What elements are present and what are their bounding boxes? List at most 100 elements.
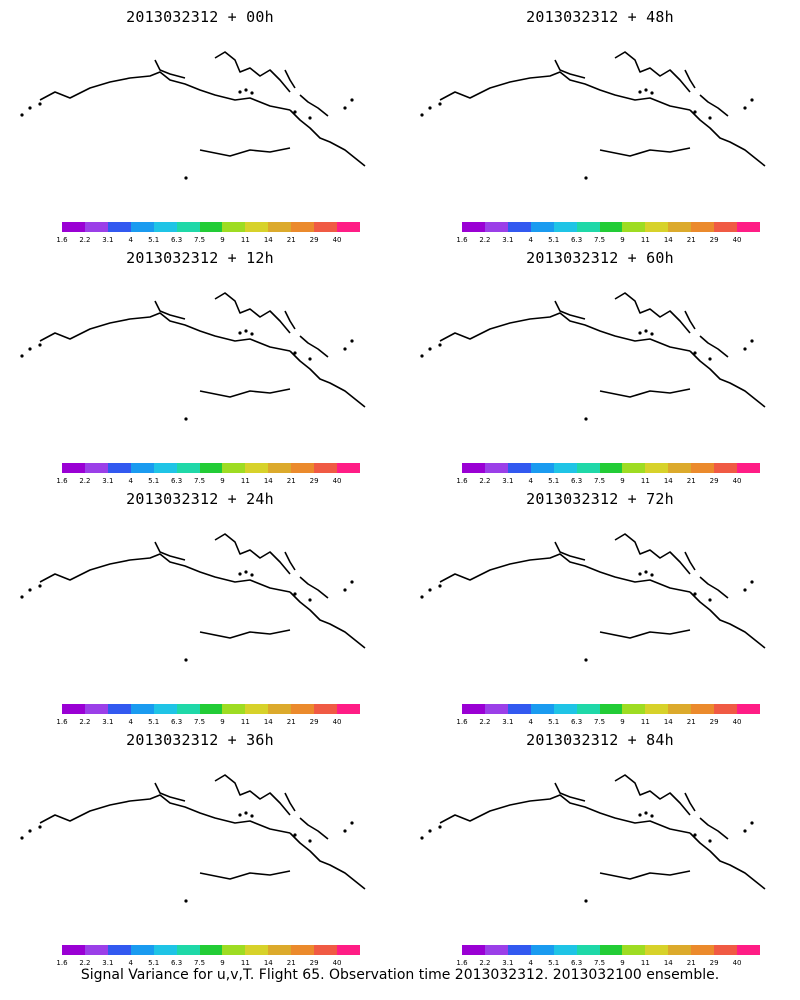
colorbar-swatch <box>84 222 108 232</box>
map-panel: 2013032312 + 84h 1.6 2.2 3.1 4 5.1 6.3 7.5 9 11 14… <box>400 723 800 968</box>
colorbar-tick-label: 2.2 <box>79 959 91 967</box>
colorbar-swatch <box>599 463 623 473</box>
colorbar-swatch <box>691 463 715 473</box>
colorbar <box>62 463 360 473</box>
colorbar-tick-label: 3.1 <box>102 477 114 485</box>
signal-variance-area <box>575 853 615 877</box>
colorbar-swatch <box>337 945 360 955</box>
colorbar-swatch <box>645 704 669 714</box>
coastline <box>420 292 766 421</box>
colorbar-swatch <box>199 704 223 714</box>
colorbar-swatch <box>62 463 85 473</box>
colorbar-tick-label: 4 <box>528 959 533 967</box>
colorbar-tick-label: 4 <box>528 477 533 485</box>
colorbar-swatch <box>291 945 315 955</box>
colorbar-labels: 1.6 2.2 3.1 4 5.1 6.3 7.5 9 11 14 21 29 40 <box>456 236 760 246</box>
colorbar-tick-label: 2.2 <box>79 718 91 726</box>
coastline <box>20 292 366 421</box>
coastline <box>20 51 366 180</box>
colorbar-swatch <box>691 222 715 232</box>
colorbar-tick-label: 6.3 <box>171 477 183 485</box>
colorbar-swatch <box>484 945 508 955</box>
colorbar-swatch <box>530 463 554 473</box>
colorbar-swatch <box>245 463 269 473</box>
colorbar-swatch <box>268 222 292 232</box>
colorbar-labels: 1.6 2.2 3.1 4 5.1 6.3 7.5 9 11 14 21 29 40 <box>56 236 360 246</box>
colorbar-tick-label: 11 <box>240 718 250 726</box>
colorbar-tick-label: 7.5 <box>193 718 206 726</box>
colorbar-tick-label: 21 <box>286 959 296 967</box>
colorbar-tick-label: 29 <box>709 236 719 244</box>
colorbar-tick-label: 21 <box>686 477 696 485</box>
forecast-map <box>20 292 366 421</box>
colorbar-labels: 1.6 2.2 3.1 4 5.1 6.3 7.5 9 11 14 21 29 40 <box>56 718 360 728</box>
colorbar-swatch <box>576 463 600 473</box>
colorbar-tick-label: 40 <box>732 959 742 967</box>
colorbar-swatch <box>622 704 646 714</box>
colorbar-tick-label: 1.6 <box>56 236 68 244</box>
colorbar-tick-label: 3.1 <box>102 236 114 244</box>
colorbar-tick-label: 11 <box>240 477 250 485</box>
colorbar-swatch <box>484 222 508 232</box>
colorbar-swatch <box>622 463 646 473</box>
colorbar-tick-label: 40 <box>332 959 342 967</box>
colorbar-swatch <box>645 945 669 955</box>
colorbar-tick-label: 11 <box>240 959 250 967</box>
colorbar-swatch <box>576 222 600 232</box>
colorbar-tick-label: 6.3 <box>571 477 583 485</box>
colorbar-tick-label: 9 <box>620 959 625 967</box>
colorbar-tick-label: 40 <box>332 477 342 485</box>
colorbar-tick-label: 6.3 <box>171 236 183 244</box>
colorbar-tick-label: 29 <box>309 477 319 485</box>
colorbar-tick-label: 4 <box>128 236 133 244</box>
panel-title: 2013032312 + 12h <box>126 249 274 267</box>
colorbar-tick-label: 5.1 <box>548 718 560 726</box>
colorbar-tick-label: 29 <box>709 959 719 967</box>
colorbar-swatch <box>130 222 154 232</box>
colorbar-tick-label: 5.1 <box>548 959 560 967</box>
colorbar <box>462 945 760 955</box>
colorbar <box>462 222 760 232</box>
colorbar-swatch <box>268 704 292 714</box>
colorbar-swatch <box>576 945 600 955</box>
colorbar-tick-label: 9 <box>620 236 625 244</box>
colorbar-tick-label: 1.6 <box>56 477 68 485</box>
colorbar-tick-label: 5.1 <box>548 477 560 485</box>
colorbar-tick-label: 2.2 <box>479 718 491 726</box>
colorbar-swatch <box>245 704 269 714</box>
colorbar-swatch <box>130 463 154 473</box>
coastline <box>420 51 766 180</box>
signal-variance-area <box>184 132 212 188</box>
forecast-map <box>420 51 766 180</box>
colorbar-swatch <box>462 463 485 473</box>
colorbar-tick-label: 11 <box>640 959 650 967</box>
colorbar <box>462 704 760 714</box>
colorbar-swatch <box>599 704 623 714</box>
colorbar-swatch <box>553 945 577 955</box>
colorbar <box>62 704 360 714</box>
colorbar-tick-label: 21 <box>686 236 696 244</box>
colorbar-tick-label: 11 <box>640 718 650 726</box>
colorbar <box>62 222 360 232</box>
colorbar-labels: 1.6 2.2 3.1 4 5.1 6.3 7.5 9 11 14 21 29 40 <box>456 959 760 969</box>
colorbar-swatch <box>130 945 154 955</box>
colorbar-labels: 1.6 2.2 3.1 4 5.1 6.3 7.5 9 11 14 21 29 40 <box>56 959 360 969</box>
colorbar-swatch <box>462 704 485 714</box>
colorbar-tick-label: 7.5 <box>193 959 206 967</box>
map-panel: 2013032312 + 00h 1.6 2.2 3.1 4 5.1 6.3 7.5 9 11 14… <box>0 0 400 245</box>
colorbar-tick-label: 9 <box>220 959 225 967</box>
colorbar-swatch <box>668 463 692 473</box>
forecast-map <box>20 774 366 903</box>
colorbar-tick-label: 29 <box>709 718 719 726</box>
signal-variance-area <box>191 149 205 181</box>
colorbar-tick-label: 14 <box>263 477 273 485</box>
panel-title: 2013032312 + 72h <box>526 490 674 508</box>
colorbar-tick-label: 3.1 <box>102 959 114 967</box>
forecast-map <box>420 292 766 421</box>
colorbar-tick-label: 3.1 <box>102 718 114 726</box>
colorbar-swatch <box>222 463 246 473</box>
colorbar-labels: 1.6 2.2 3.1 4 5.1 6.3 7.5 9 11 14 21 29 40 <box>56 477 360 487</box>
colorbar-swatch <box>314 704 338 714</box>
colorbar-swatch <box>645 222 669 232</box>
colorbar-tick-label: 14 <box>263 236 273 244</box>
